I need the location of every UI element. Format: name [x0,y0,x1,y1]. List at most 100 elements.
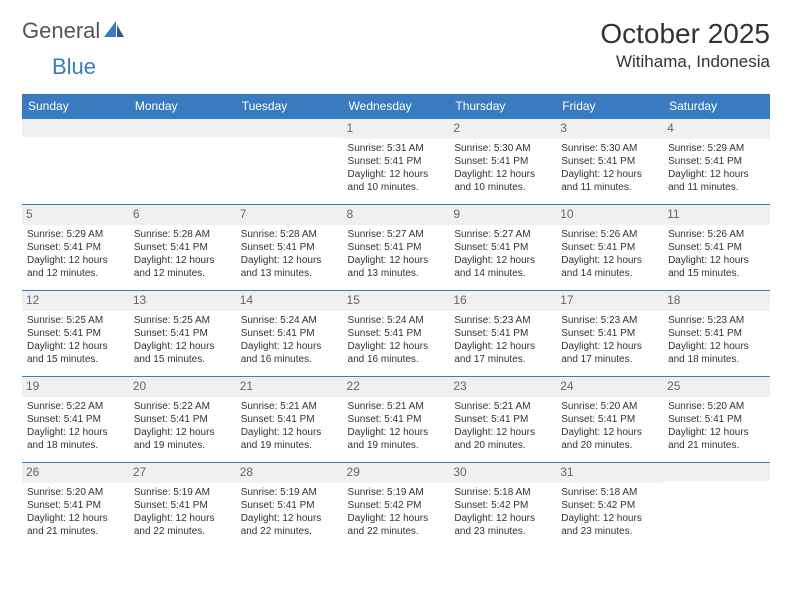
day-info-line: Daylight: 12 hours and 10 minutes. [454,168,551,194]
calendar-day-cell: 14 Sunrise: 5:24 AMSunset: 5:41 PMDayligh… [236,291,343,377]
day-info-line: Daylight: 12 hours and 11 minutes. [561,168,658,194]
day-number: 24 [556,377,663,397]
weekday-header: Wednesday [343,94,450,119]
day-info-line: Sunset: 5:41 PM [668,241,765,254]
day-info-line: Daylight: 12 hours and 17 minutes. [561,340,658,366]
day-info-line: Sunset: 5:41 PM [561,327,658,340]
day-info-line: Daylight: 12 hours and 12 minutes. [27,254,124,280]
day-info: Sunrise: 5:23 AMSunset: 5:41 PMDaylight:… [561,314,658,366]
day-number: 14 [236,291,343,311]
day-info: Sunrise: 5:27 AMSunset: 5:41 PMDaylight:… [348,228,445,280]
day-info-line: Sunset: 5:41 PM [454,241,551,254]
day-number [129,119,236,137]
day-info: Sunrise: 5:20 AMSunset: 5:41 PMDaylight:… [27,486,124,538]
calendar-day-cell: 10 Sunrise: 5:26 AMSunset: 5:41 PMDayligh… [556,205,663,291]
calendar-day-cell: 5Sunrise: 5:29 AMSunset: 5:41 PMDaylight… [22,205,129,291]
day-info-line: Daylight: 12 hours and 21 minutes. [27,512,124,538]
day-info-line: Daylight: 12 hours and 18 minutes. [27,426,124,452]
day-info-line: Sunrise: 5:22 AM [134,400,231,413]
day-info: Sunrise: 5:20 AMSunset: 5:41 PMDaylight:… [668,400,765,452]
day-info-line: Sunset: 5:41 PM [241,499,338,512]
calendar-day-cell: 19 Sunrise: 5:22 AMSunset: 5:41 PMDayligh… [22,377,129,463]
day-info-line: Sunset: 5:41 PM [348,327,445,340]
day-info: Sunrise: 5:28 AMSunset: 5:41 PMDaylight:… [134,228,231,280]
day-info-line: Daylight: 12 hours and 15 minutes. [134,340,231,366]
calendar-week-row: 5Sunrise: 5:29 AMSunset: 5:41 PMDaylight… [22,205,770,291]
day-info-line: Sunrise: 5:20 AM [668,400,765,413]
day-info: Sunrise: 5:26 AMSunset: 5:41 PMDaylight:… [668,228,765,280]
weekday-header: Sunday [22,94,129,119]
day-info-line: Sunset: 5:41 PM [27,241,124,254]
day-info-line: Daylight: 12 hours and 18 minutes. [668,340,765,366]
day-info: Sunrise: 5:29 AMSunset: 5:41 PMDaylight:… [27,228,124,280]
day-info: Sunrise: 5:18 AMSunset: 5:42 PMDaylight:… [454,486,551,538]
day-info-line: Sunrise: 5:29 AM [668,142,765,155]
day-info-line: Sunrise: 5:23 AM [668,314,765,327]
day-info-line: Sunset: 5:41 PM [134,327,231,340]
day-number: 23 [449,377,556,397]
logo-word1: General [22,18,100,44]
day-info: Sunrise: 5:31 AMSunset: 5:41 PMDaylight:… [348,142,445,194]
day-info-line: Daylight: 12 hours and 21 minutes. [668,426,765,452]
calendar-day-cell: 1Sunrise: 5:31 AMSunset: 5:41 PMDaylight… [343,119,450,205]
day-info-line: Daylight: 12 hours and 13 minutes. [241,254,338,280]
calendar-table: SundayMondayTuesdayWednesdayThursdayFrid… [22,94,770,549]
day-info-line: Sunset: 5:41 PM [561,155,658,168]
day-info-line: Daylight: 12 hours and 19 minutes. [348,426,445,452]
day-info-line: Daylight: 12 hours and 17 minutes. [454,340,551,366]
calendar-day-cell: 25Sunrise: 5:20 AMSunset: 5:41 PMDayligh… [663,377,770,463]
calendar-day-cell [236,119,343,205]
calendar-day-cell: 6Sunrise: 5:28 AMSunset: 5:41 PMDaylight… [129,205,236,291]
day-info-line: Sunrise: 5:23 AM [454,314,551,327]
day-info-line: Daylight: 12 hours and 16 minutes. [348,340,445,366]
logo: General [22,18,128,44]
day-info-line: Daylight: 12 hours and 15 minutes. [668,254,765,280]
day-info-line: Daylight: 12 hours and 23 minutes. [561,512,658,538]
day-number: 11 [663,205,770,225]
day-info-line: Daylight: 12 hours and 10 minutes. [348,168,445,194]
day-info: Sunrise: 5:24 AMSunset: 5:41 PMDaylight:… [241,314,338,366]
day-number: 26 [22,463,129,483]
day-info-line: Sunset: 5:41 PM [241,413,338,426]
calendar-week-row: 26 Sunrise: 5:20 AMSunset: 5:41 PMDayligh… [22,463,770,549]
day-info-line: Sunset: 5:41 PM [134,499,231,512]
day-info-line: Daylight: 12 hours and 12 minutes. [134,254,231,280]
day-info-line: Sunset: 5:42 PM [454,499,551,512]
location: Witihama, Indonesia [600,52,770,72]
day-info-line: Sunset: 5:41 PM [134,413,231,426]
calendar-day-cell: 28Sunrise: 5:19 AMSunset: 5:41 PMDayligh… [236,463,343,549]
day-info-line: Sunset: 5:41 PM [134,241,231,254]
day-number: 7 [236,205,343,225]
day-number: 3 [556,119,663,139]
day-info: Sunrise: 5:24 AMSunset: 5:41 PMDaylight:… [348,314,445,366]
day-number: 19 [22,377,129,397]
month-title: October 2025 [600,18,770,50]
day-info: Sunrise: 5:19 AMSunset: 5:41 PMDaylight:… [134,486,231,538]
day-info-line: Sunrise: 5:22 AM [27,400,124,413]
day-number: 10 [556,205,663,225]
day-info-line: Sunset: 5:41 PM [27,413,124,426]
day-info-line: Sunset: 5:41 PM [348,241,445,254]
calendar-day-cell: 30Sunrise: 5:18 AMSunset: 5:42 PMDayligh… [449,463,556,549]
day-info: Sunrise: 5:30 AMSunset: 5:41 PMDaylight:… [561,142,658,194]
day-info-line: Sunrise: 5:29 AM [27,228,124,241]
day-number: 15 [343,291,450,311]
calendar-day-cell [22,119,129,205]
calendar-day-cell: 26 Sunrise: 5:20 AMSunset: 5:41 PMDayligh… [22,463,129,549]
day-info-line: Daylight: 12 hours and 22 minutes. [348,512,445,538]
day-info-line: Sunrise: 5:27 AM [454,228,551,241]
calendar-day-cell: 22Sunrise: 5:21 AMSunset: 5:41 PMDayligh… [343,377,450,463]
day-number: 27 [129,463,236,483]
day-info: Sunrise: 5:25 AMSunset: 5:41 PMDaylight:… [27,314,124,366]
day-info: Sunrise: 5:26 AMSunset: 5:41 PMDaylight:… [561,228,658,280]
calendar-day-cell: 15 Sunrise: 5:24 AMSunset: 5:41 PMDayligh… [343,291,450,377]
day-info: Sunrise: 5:18 AMSunset: 5:42 PMDaylight:… [561,486,658,538]
day-number: 9 [449,205,556,225]
weekday-header: Monday [129,94,236,119]
day-info-line: Sunrise: 5:21 AM [241,400,338,413]
day-info-line: Sunrise: 5:20 AM [561,400,658,413]
day-info-line: Sunrise: 5:24 AM [241,314,338,327]
day-info-line: Sunrise: 5:21 AM [348,400,445,413]
calendar-day-cell: 7Sunrise: 5:28 AMSunset: 5:41 PMDaylight… [236,205,343,291]
day-info-line: Daylight: 12 hours and 19 minutes. [241,426,338,452]
